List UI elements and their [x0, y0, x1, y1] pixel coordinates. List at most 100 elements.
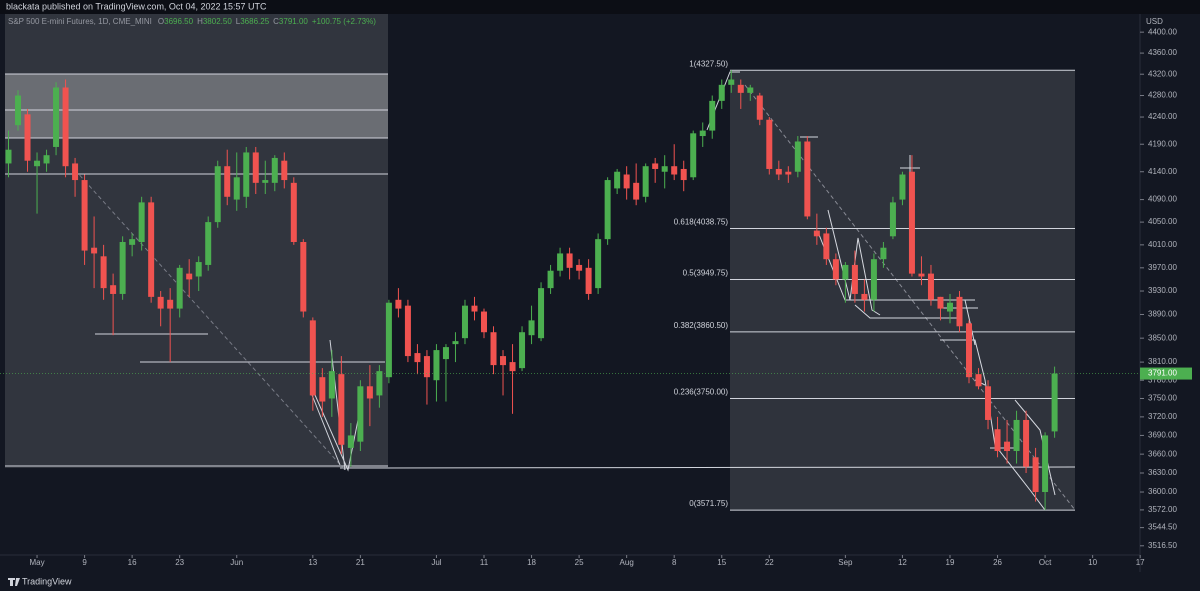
candle-body	[994, 429, 1001, 452]
logo-icon	[8, 578, 20, 586]
legend-value: 3791.00	[279, 17, 308, 26]
candle-body	[129, 239, 136, 245]
legend-key: O	[158, 17, 164, 26]
candle-body	[252, 152, 259, 183]
y-tick-label: 3516.50	[1148, 541, 1177, 550]
legend-value: 3802.50	[203, 17, 232, 26]
x-tick-label: 15	[717, 558, 726, 567]
candle-body	[614, 171, 621, 189]
y-tick-label: 4280.00	[1148, 91, 1177, 100]
candle-body	[557, 253, 564, 271]
pattern	[311, 339, 359, 472]
candle-body	[404, 305, 411, 357]
x-tick-label: 26	[993, 558, 1002, 567]
candle-body	[775, 168, 782, 175]
candle-body	[1013, 419, 1020, 452]
candle-body	[946, 302, 953, 312]
y-tick-label: 4320.00	[1148, 69, 1177, 78]
candle-body	[271, 157, 278, 183]
candle-body	[728, 79, 735, 85]
candle-body	[652, 163, 659, 169]
change: +100.75 (+2.73%)	[312, 17, 376, 26]
candle-body	[927, 273, 934, 300]
candle-body	[870, 259, 877, 300]
candle-body	[243, 152, 250, 197]
candle-body	[718, 84, 725, 101]
x-tick-label: 23	[175, 558, 184, 567]
candle-body	[338, 374, 345, 445]
fib-label: 0.236(3750.00)	[674, 388, 729, 397]
y-tick-label: 3890.00	[1148, 310, 1177, 319]
candle-body	[528, 320, 535, 336]
y-tick-label: 3600.00	[1148, 487, 1177, 496]
candle-body	[785, 171, 792, 175]
x-tick-label: 13	[308, 558, 317, 567]
trend-line	[74, 84, 1076, 511]
y-tick-label: 3930.00	[1148, 286, 1177, 295]
legend-key: L	[236, 17, 241, 26]
candle-body	[633, 182, 640, 200]
y-tick-label: 3630.00	[1148, 468, 1177, 477]
y-tick-label: 3970.00	[1148, 263, 1177, 272]
candle-body	[442, 347, 449, 360]
candle-body	[699, 130, 706, 137]
candle-body	[176, 267, 183, 309]
candle-body	[148, 202, 155, 297]
candle-body	[671, 166, 678, 175]
candle-body	[595, 239, 602, 289]
candle-body	[110, 285, 117, 294]
candle-body	[794, 141, 801, 172]
x-tick-label: 18	[527, 558, 536, 567]
fib-label: 0.5(3949.75)	[683, 269, 729, 278]
drawings	[5, 14, 1076, 511]
y-tick-label: 3780.00	[1148, 375, 1177, 384]
candle-body	[899, 174, 906, 200]
legend-value: 3696.50	[164, 17, 193, 26]
fib-label: 0.618(4038.75)	[674, 218, 729, 227]
candle-body	[100, 256, 107, 289]
candle-body	[385, 302, 392, 378]
candle-body	[395, 299, 402, 309]
candle-body	[195, 262, 202, 277]
candle-body	[138, 202, 145, 242]
candle-body	[15, 95, 22, 126]
y-tick-label: 4400.00	[1148, 27, 1177, 36]
y-tick-label: 4010.00	[1148, 240, 1177, 249]
x-tick-label: 8	[672, 558, 677, 567]
candle-body	[519, 332, 526, 369]
candle-body	[433, 350, 440, 381]
candle-body	[813, 230, 820, 237]
candle-body	[604, 180, 611, 240]
candle-body	[262, 180, 269, 183]
symbol: S&P 500 E-mini Futures, 1D, CME_MINI	[8, 17, 152, 26]
candle-body	[956, 296, 963, 327]
candle-body	[366, 386, 373, 399]
y-tick-label: 3572.00	[1148, 505, 1177, 514]
candle-body	[43, 155, 50, 164]
x-tick-label: 21	[356, 558, 365, 567]
candle-body	[642, 166, 649, 197]
candle-body	[167, 299, 174, 309]
candle-body	[804, 141, 811, 217]
candle-body	[585, 267, 592, 294]
candle-body	[509, 362, 516, 372]
candle-body	[205, 222, 212, 265]
x-tick-label: 12	[898, 558, 907, 567]
level-lines	[5, 73, 1076, 469]
candle-body	[966, 323, 973, 378]
candle-body	[157, 296, 164, 309]
candle-body	[690, 133, 697, 178]
candle-body	[490, 332, 497, 366]
candle-body	[119, 241, 126, 294]
candle-body	[880, 247, 887, 260]
candle-body	[281, 160, 288, 181]
candle-body	[918, 273, 925, 277]
x-tick-label: 19	[946, 558, 955, 567]
candle-body	[357, 386, 364, 442]
candle-body	[5, 149, 12, 164]
y-tick-label: 4050.00	[1148, 217, 1177, 226]
candle-body	[452, 341, 459, 345]
x-tick-label: 22	[765, 558, 774, 567]
